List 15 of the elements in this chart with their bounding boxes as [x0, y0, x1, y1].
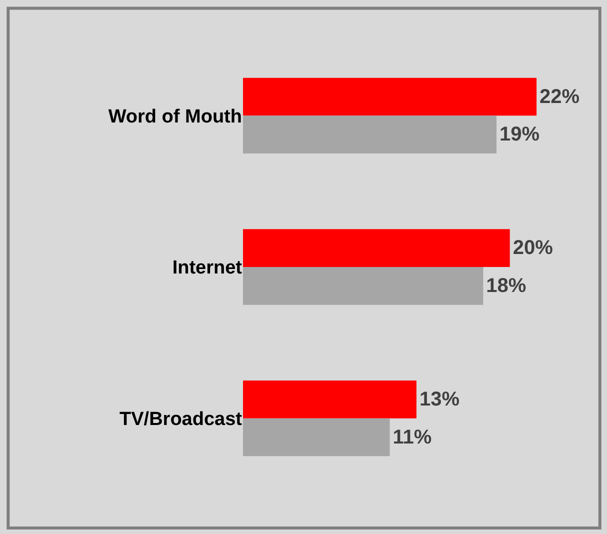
data-label: 20% [512, 237, 554, 260]
bar [243, 229, 510, 267]
data-label: 11% [392, 426, 432, 448]
data-label: 13% [419, 388, 460, 410]
bar [243, 418, 390, 456]
bar [243, 267, 484, 305]
data-label: 19% [500, 124, 540, 146]
y-tick-label: Word of Mouth [108, 106, 242, 128]
bar [243, 78, 537, 116]
data-label: 18% [486, 274, 526, 297]
y-tick-label: Internet [172, 258, 243, 279]
data-label: 22% [540, 86, 580, 108]
bar [243, 380, 416, 418]
bar [243, 116, 497, 154]
y-tick-label: TV/Broadcast [120, 408, 243, 430]
